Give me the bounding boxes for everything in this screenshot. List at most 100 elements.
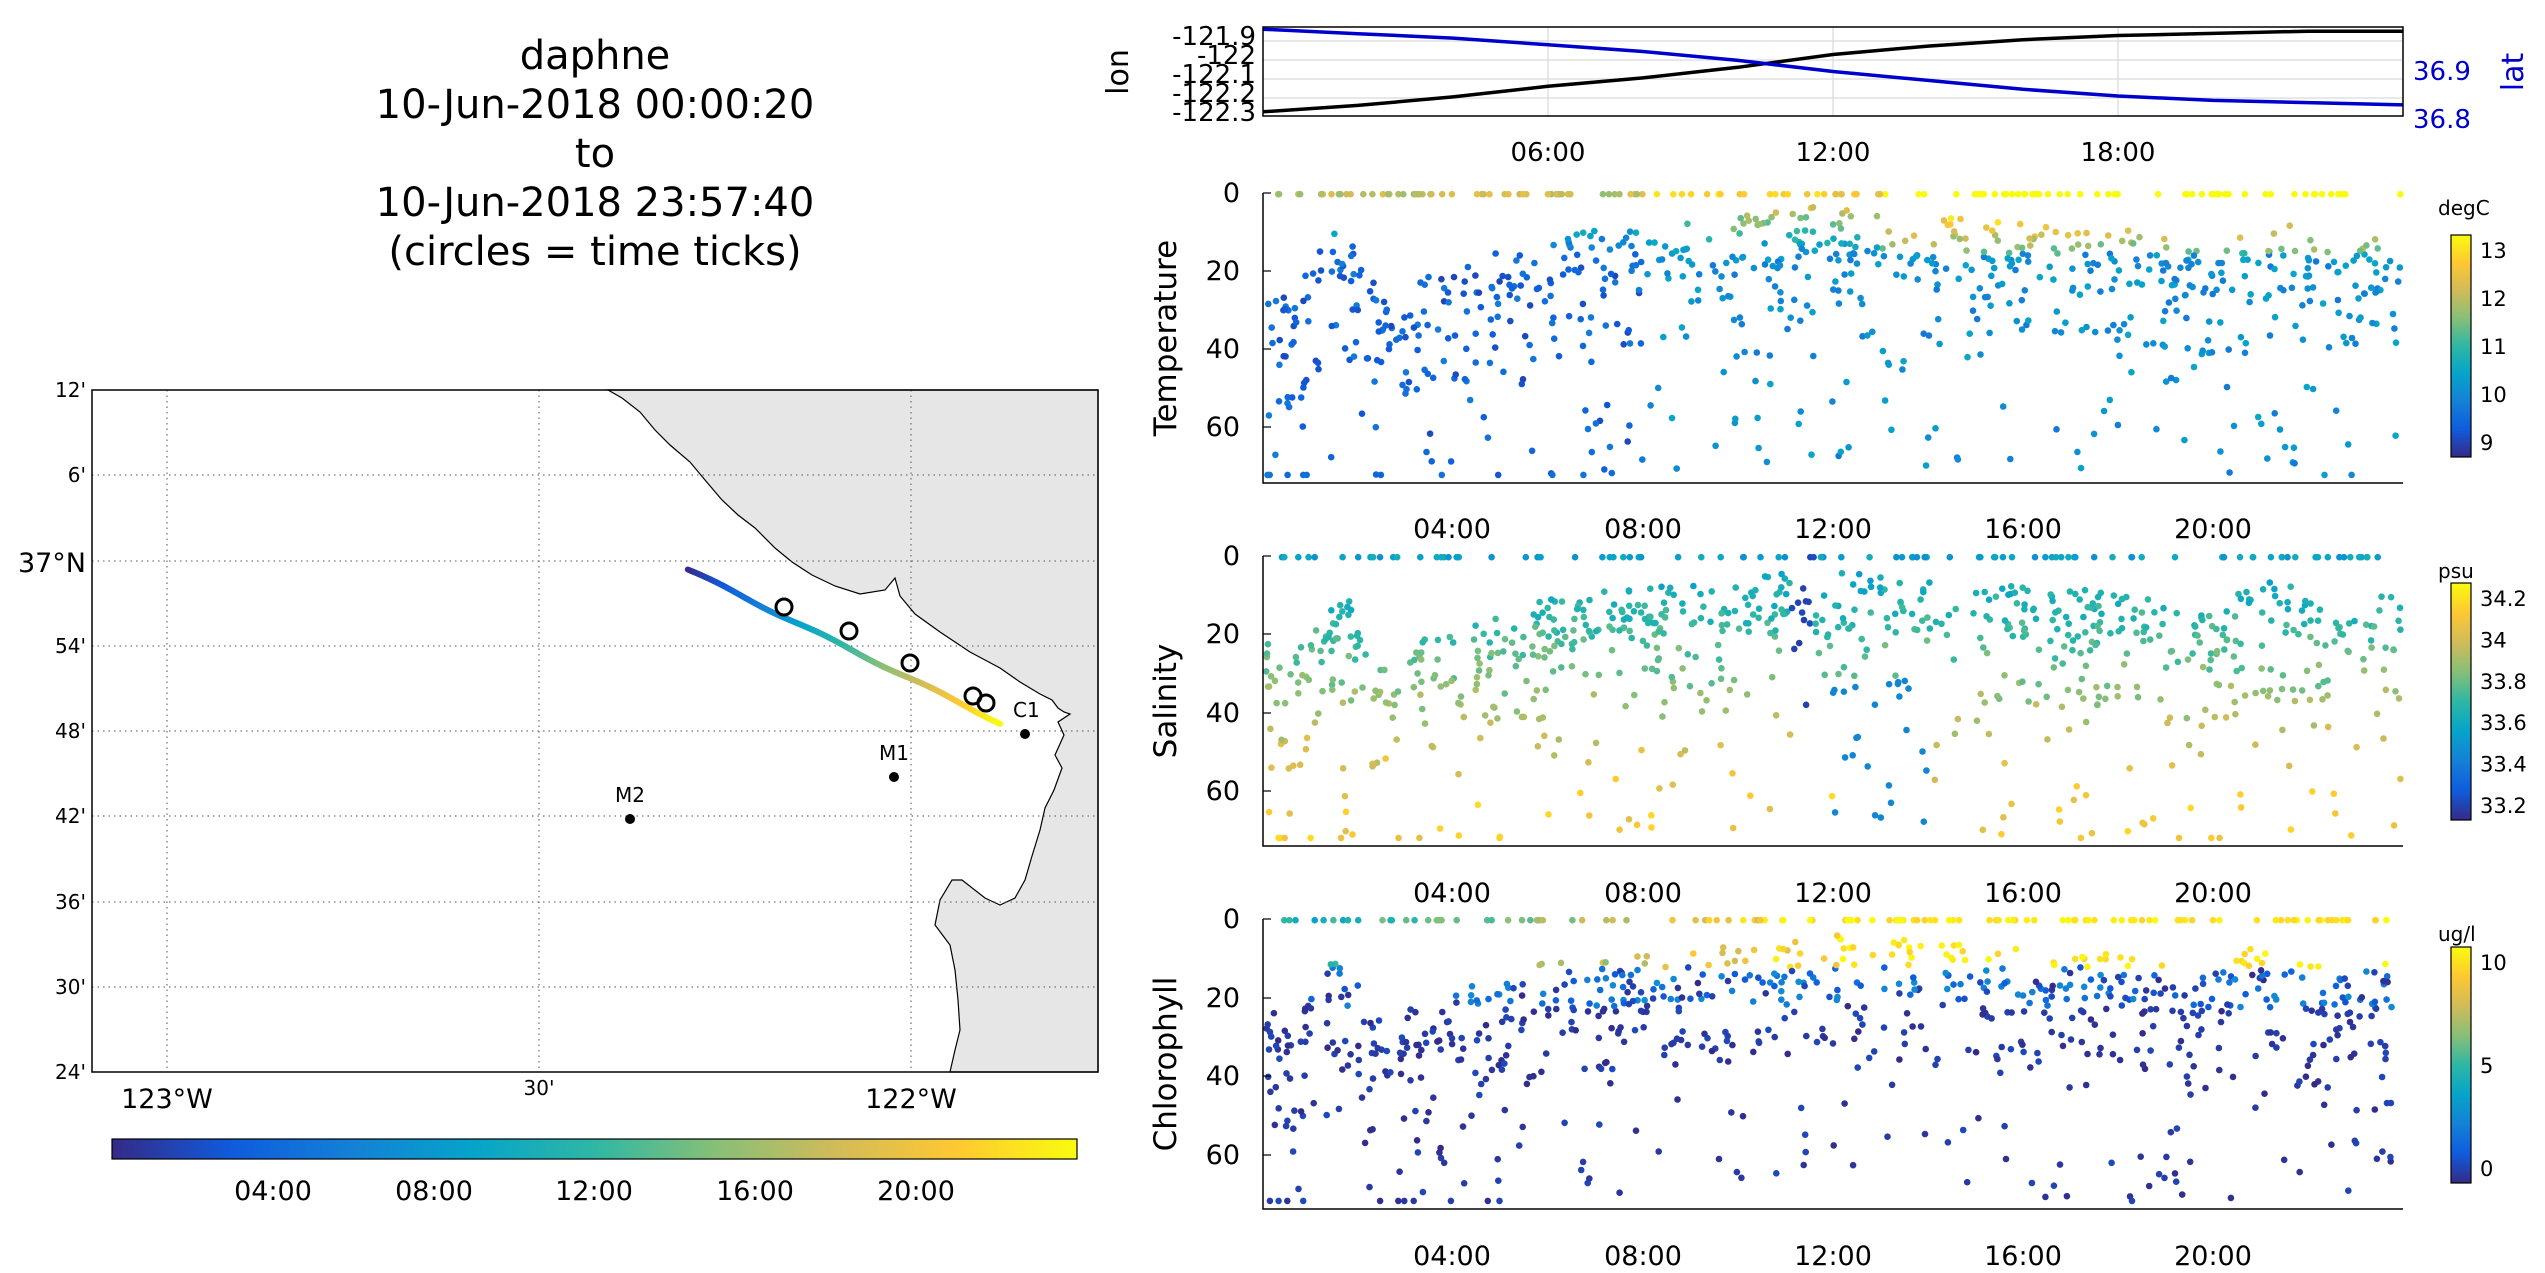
data-point (1950, 656, 1958, 663)
data-point (1697, 590, 1704, 598)
data-point (1780, 916, 1787, 924)
data-point (1518, 1026, 1525, 1034)
data-point (1724, 960, 1731, 967)
ship-track (684, 566, 1004, 727)
data-point (1884, 1133, 1891, 1140)
data-point (2041, 1009, 2048, 1016)
data-point (1373, 356, 1381, 364)
data-point (2288, 968, 2295, 975)
lat-tick: 12' (55, 378, 86, 402)
data-point (2285, 762, 2293, 770)
data-point (1979, 1011, 1986, 1018)
data-point (1616, 1189, 1623, 1196)
data-point (1445, 299, 1452, 306)
data-point (1472, 272, 1479, 279)
data-point (2114, 973, 2122, 981)
data-point (1362, 651, 1369, 658)
data-point (1516, 252, 1524, 259)
data-point (1423, 1117, 1430, 1125)
data-point (1328, 681, 1336, 689)
data-point (1541, 298, 1549, 305)
data-point (2266, 687, 2274, 694)
data-point (1590, 691, 1598, 698)
data-point (1311, 916, 1318, 924)
data-point (2263, 970, 2271, 978)
data-point (2026, 242, 2034, 249)
data-point (1791, 296, 1798, 304)
data-point (2114, 600, 2122, 608)
data-point (1834, 623, 1842, 631)
data-point (1838, 570, 1846, 577)
data-point (1669, 781, 1677, 788)
data-point (1812, 620, 1819, 627)
data-point (1478, 190, 1486, 198)
data-point (1778, 996, 1785, 1003)
data-point (1419, 639, 1426, 646)
data-point (2118, 1002, 2126, 1009)
data-point (2171, 553, 2179, 561)
data-point (1934, 1055, 1941, 1063)
data-point (1292, 653, 1300, 661)
data-point (1284, 471, 1291, 479)
data-point (1870, 250, 1878, 257)
data-point (1580, 606, 1587, 614)
data-point (1596, 986, 1604, 994)
data-point (2080, 983, 2088, 991)
data-point (2225, 346, 2232, 353)
data-point (1463, 308, 1471, 315)
data-point (2332, 810, 2339, 817)
data-point (1934, 315, 1942, 323)
data-point (1715, 1155, 1723, 1163)
lat-tick: 6' (68, 463, 86, 487)
data-point (1366, 288, 1374, 295)
data-point (2218, 269, 2225, 277)
data-point (1485, 1054, 1492, 1062)
data-point (2367, 1040, 2375, 1048)
data-point (1979, 826, 1987, 834)
data-point (1293, 659, 1300, 666)
data-point (1477, 734, 1484, 742)
data-point (1847, 213, 1855, 220)
data-point (1515, 1142, 1523, 1149)
data-point (1661, 1044, 1668, 1051)
data-point (2169, 984, 2177, 991)
data-point (1607, 1080, 1614, 1087)
data-point (1603, 401, 1611, 409)
data-point (2226, 469, 2233, 476)
data-point (2107, 993, 2114, 1000)
data-point (2052, 553, 2060, 561)
axes-frame (1262, 193, 2403, 484)
data-point (1784, 190, 1792, 198)
data-point (2309, 385, 2317, 393)
data-point (2343, 339, 2350, 347)
data-point (1411, 656, 1418, 664)
data-point (1994, 237, 2002, 244)
data-point (1909, 1023, 1916, 1030)
data-point (1808, 451, 1815, 459)
data-point (2387, 1099, 2395, 1107)
data-point (2304, 264, 2312, 272)
data-point (2268, 617, 2275, 624)
data-point (2160, 604, 2167, 612)
data-point (2111, 276, 2118, 283)
data-point (2350, 1050, 2358, 1057)
data-point (1569, 645, 1576, 653)
colorbar-units: psu (2438, 559, 2474, 583)
data-point (2054, 625, 2061, 633)
data-point (1955, 275, 1962, 283)
data-point (2344, 982, 2352, 990)
data-point (2336, 553, 2343, 561)
data-point (1906, 948, 1913, 956)
data-point (1272, 451, 1279, 459)
data-point (2100, 407, 2108, 415)
data-point (1857, 982, 1864, 989)
data-point (2063, 1192, 2071, 1200)
data-point (1429, 374, 1437, 382)
data-point (1802, 214, 1810, 221)
data-point (1821, 1034, 1828, 1042)
data-point (1406, 312, 1414, 319)
data-point (2019, 992, 2027, 999)
data-point (2042, 553, 2049, 561)
data-point (2339, 994, 2347, 1001)
data-point (2137, 1153, 2144, 1160)
